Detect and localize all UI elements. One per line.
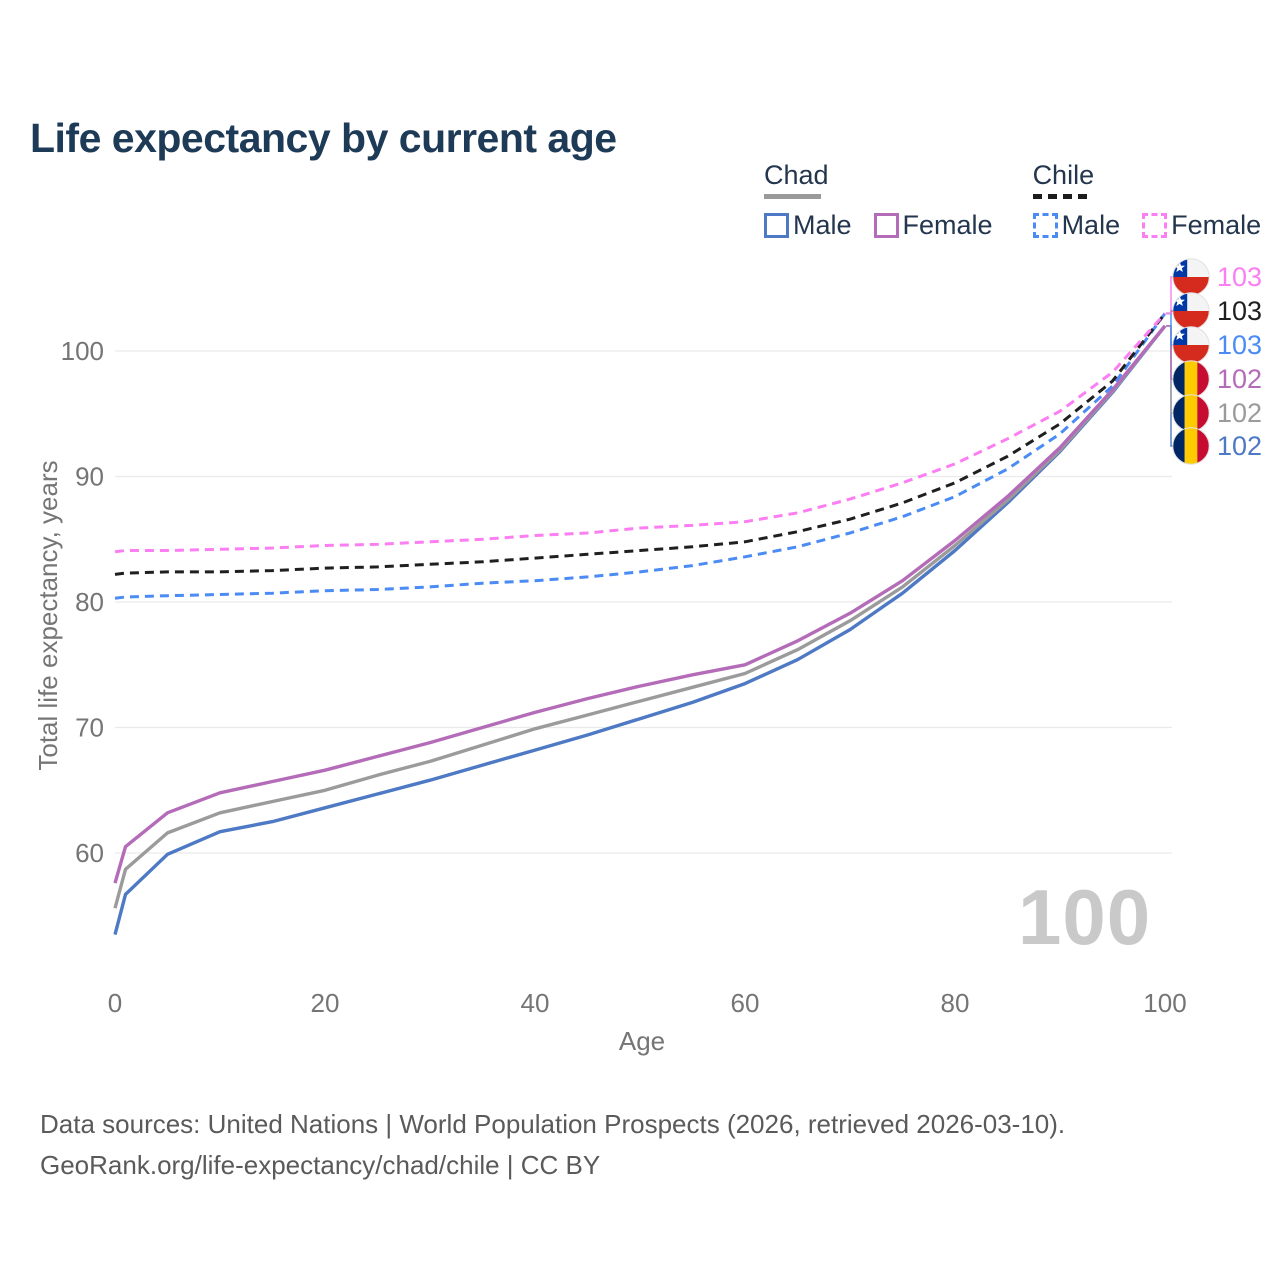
legend-country-chad: Chad: [764, 160, 829, 190]
series-line-chile-female: [114, 312, 1167, 554]
chile-flag-icon: [1172, 258, 1210, 296]
footer-line-1: Data sources: United Nations | World Pop…: [40, 1109, 1066, 1139]
y-tick-label-100: 100: [61, 336, 104, 366]
legend-item-chile-female: Female: [1142, 210, 1261, 241]
footer-line-2: GeoRank.org/life-expectancy/chad/chile |…: [40, 1150, 601, 1180]
end-label-chad-male: 102: [1172, 427, 1262, 465]
end-label-value-chad-both: 102: [1217, 397, 1263, 428]
chad-line-style-swatch-icon: [764, 194, 821, 199]
end-label-chad-both: 102: [1172, 394, 1262, 432]
x-tick-label-100: 100: [1143, 988, 1186, 1018]
series-line-chile-male: [114, 312, 1167, 600]
legend-group-chile: Chile Male Female: [1032, 160, 1261, 241]
legend-item-chile-male: Male: [1032, 210, 1121, 241]
end-label-value-chile-female: 103: [1217, 261, 1263, 292]
end-label-value-chile-male: 103: [1217, 329, 1263, 360]
legend: Chad Male Female Chile Male: [764, 160, 1261, 241]
y-tick-label-60: 60: [75, 838, 104, 868]
legend-label-chad-male: Male: [793, 210, 852, 240]
page-title: Life expectancy by current age: [30, 115, 617, 162]
footer: Data sources: United Nations | World Pop…: [40, 1104, 1065, 1186]
series-line-chad-both: [113, 324, 1167, 909]
chad-male-swatch-icon: [764, 213, 789, 238]
series-line-chad-female: [113, 324, 1167, 884]
chad-flag-icon: [1172, 427, 1210, 465]
chile-line-style-swatch-icon: [1032, 194, 1090, 199]
y-tick-label-90: 90: [75, 462, 104, 492]
end-label-chile-male: 103: [1172, 326, 1262, 364]
chile-flag-icon: [1172, 292, 1210, 330]
x-tick-label-60: 60: [731, 988, 760, 1018]
legend-item-chad-male: Male: [764, 210, 852, 241]
end-label-chile-both: 103: [1172, 292, 1262, 330]
chile-male-swatch-icon: [1032, 213, 1058, 238]
x-tick-label-0: 0: [108, 988, 122, 1018]
chile-flag-icon: [1172, 326, 1210, 364]
end-label-value-chad-male: 102: [1217, 430, 1263, 461]
end-label-value-chile-both: 103: [1217, 295, 1263, 326]
y-axis-title: Total life expectancy, years: [33, 460, 63, 771]
legend-group-chad: Chad Male Female: [764, 160, 993, 241]
legend-country-chile: Chile: [1032, 160, 1095, 190]
chile-female-swatch-icon: [1142, 213, 1168, 238]
series-line-chile-both: [114, 312, 1167, 576]
x-tick-label-20: 20: [311, 988, 340, 1018]
chad-flag-icon: [1172, 360, 1210, 398]
chad-female-swatch-icon: [873, 213, 899, 238]
end-label-chad-female: 102: [1172, 360, 1262, 398]
legend-label-chad-female: Female: [902, 210, 993, 240]
legend-item-chad-female: Female: [873, 210, 993, 241]
x-axis-title: Age: [618, 1026, 666, 1056]
legend-label-chile-male: Male: [1061, 210, 1121, 240]
end-label-value-chad-female: 102: [1217, 363, 1263, 394]
series-line-chad-male: [113, 324, 1167, 936]
legend-label-chile-female: Female: [1171, 210, 1262, 240]
age-counter-watermark: 100: [1018, 873, 1152, 961]
y-tick-label-80: 80: [75, 587, 104, 617]
end-label-chile-female: 103: [1172, 258, 1262, 296]
chad-flag-icon: [1172, 394, 1210, 432]
x-tick-label-40: 40: [521, 988, 550, 1018]
y-tick-label-70: 70: [75, 713, 104, 743]
x-tick-label-80: 80: [941, 988, 970, 1018]
